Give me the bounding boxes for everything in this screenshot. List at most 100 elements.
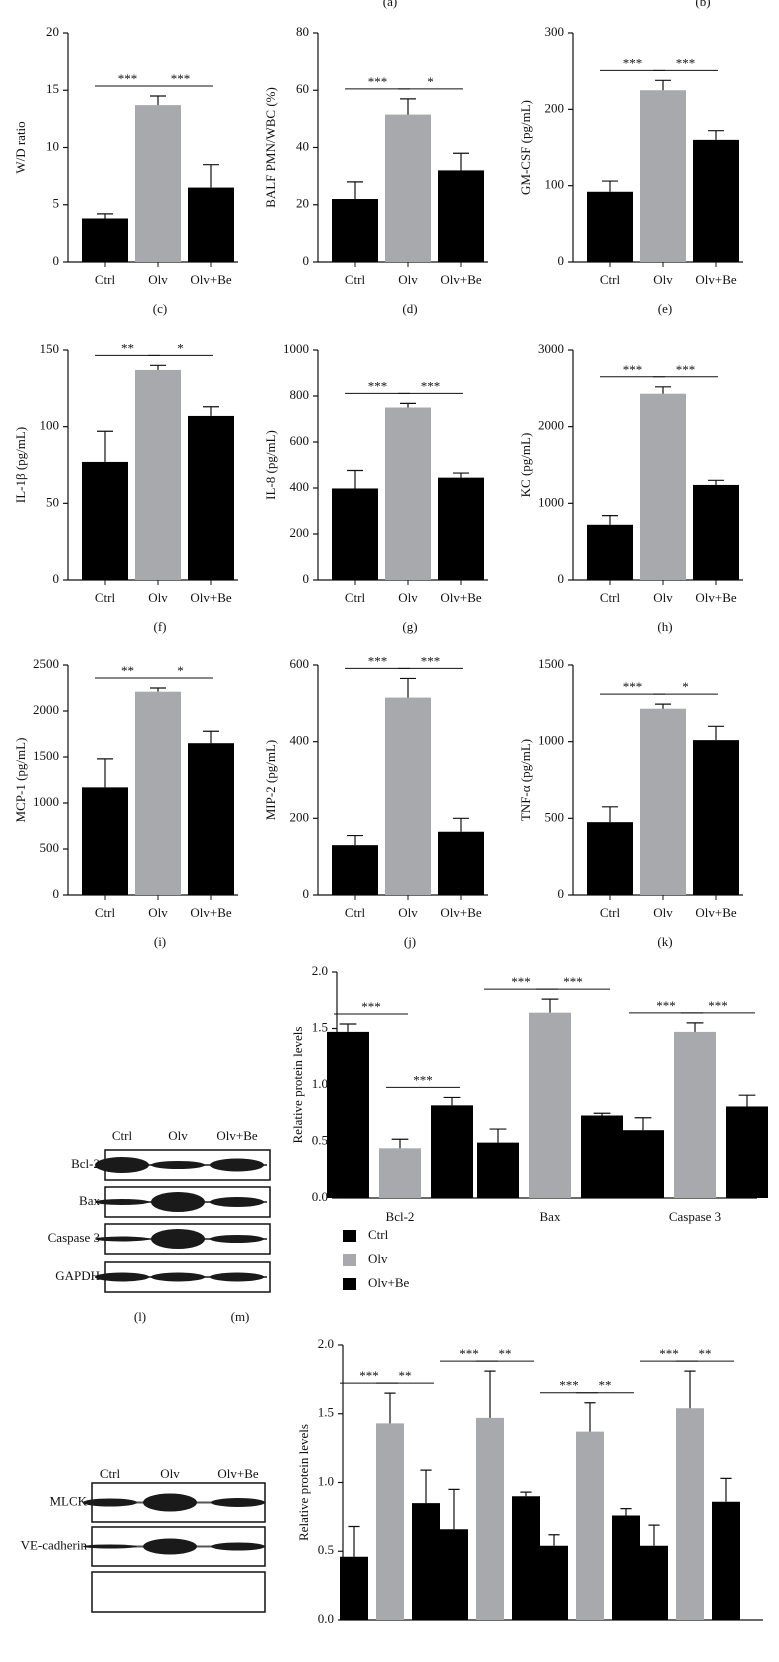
- bar: [693, 740, 739, 895]
- bar: [576, 1431, 604, 1620]
- blot-band: [151, 1229, 205, 1249]
- y-tick-label: 40: [296, 138, 309, 153]
- x-tick-label: Olv+Be: [190, 905, 232, 920]
- error-bar: [602, 806, 618, 823]
- error-bar: [602, 515, 618, 525]
- bar: [640, 90, 686, 262]
- bar: [622, 1130, 664, 1198]
- error-bar: [203, 164, 219, 188]
- x-tick-label: Bax: [540, 1209, 561, 1224]
- bar: [529, 1012, 571, 1198]
- panel-caption: (b): [695, 0, 710, 9]
- bar: [332, 488, 378, 580]
- significance-label: ***: [368, 653, 388, 668]
- y-tick-label: 2.0: [312, 963, 328, 978]
- error-bar: [708, 725, 724, 741]
- panel-caption: (h): [657, 619, 672, 634]
- significance-label: *: [177, 340, 184, 355]
- x-tick-label: Ctrl: [95, 272, 116, 287]
- panel-caption: (g): [402, 619, 417, 634]
- y-tick-label: 100: [545, 177, 565, 192]
- bar: [385, 114, 431, 262]
- bar: [376, 1423, 404, 1620]
- error-bar: [391, 1138, 409, 1149]
- bar: [438, 170, 484, 262]
- y-axis-title: MIP-2 (pg/mL): [263, 740, 278, 821]
- error-bar: [150, 364, 166, 370]
- y-tick-label: 0: [53, 571, 60, 586]
- error-bar: [684, 1370, 696, 1409]
- x-tick-label: Ctrl: [600, 590, 621, 605]
- significance-label: ***: [118, 71, 138, 86]
- error-bar: [648, 1524, 660, 1546]
- significance-label: ***: [421, 653, 441, 668]
- bar: [340, 1556, 368, 1620]
- x-tick-label: Olv+Be: [190, 272, 232, 287]
- significance-label: **: [399, 1368, 412, 1383]
- y-tick-label: 0.0: [318, 1611, 334, 1626]
- significance-label: ***: [623, 362, 643, 377]
- y-tick-label: 600: [290, 656, 310, 671]
- lane-label: Ctrl: [100, 1466, 121, 1481]
- x-tick-label: Olv+Be: [695, 272, 737, 287]
- error-bar: [548, 1534, 560, 1546]
- y-tick-label: 1000: [538, 733, 564, 748]
- y-tick-label: 3000: [538, 341, 564, 356]
- error-bar: [520, 1491, 532, 1497]
- y-axis-title: BALF PMN/WBC (%): [263, 87, 278, 208]
- x-tick-label: Olv: [653, 905, 673, 920]
- y-tick-label: 1000: [283, 341, 309, 356]
- error-bar: [584, 1402, 596, 1432]
- bar: [332, 845, 378, 895]
- y-tick-label: 100: [40, 418, 60, 433]
- significance-label: *: [177, 663, 184, 678]
- significance-label: ***: [559, 1378, 579, 1393]
- x-tick-label: Olv+Be: [440, 590, 482, 605]
- bar: [640, 1545, 668, 1620]
- legend-label: Ctrl: [368, 1227, 389, 1242]
- panel-caption: (k): [657, 934, 672, 949]
- error-bar: [203, 730, 219, 744]
- error-bar: [655, 386, 671, 394]
- x-tick-label: Olv+Be: [440, 905, 482, 920]
- x-tick-label: Ctrl: [95, 905, 116, 920]
- x-tick-label: Olv: [398, 905, 418, 920]
- bar: [540, 1545, 568, 1620]
- blot-band: [210, 1197, 264, 1207]
- bar: [712, 1501, 740, 1620]
- lane-label: Ctrl: [112, 1128, 133, 1143]
- y-tick-label: 200: [290, 809, 310, 824]
- y-tick-label: 0: [558, 571, 565, 586]
- bar: [379, 1148, 421, 1198]
- y-tick-label: 80: [296, 24, 309, 39]
- error-bar: [489, 1128, 507, 1143]
- blot-band: [95, 1157, 149, 1173]
- y-tick-label: 50: [46, 494, 59, 509]
- significance-label: ***: [171, 71, 191, 86]
- bar: [327, 1031, 369, 1198]
- error-bar: [97, 758, 113, 788]
- y-tick-label: 5: [53, 196, 60, 211]
- blot-band: [83, 1544, 137, 1549]
- x-tick-label: Ctrl: [345, 272, 366, 287]
- bar: [674, 1031, 716, 1198]
- bar: [438, 477, 484, 580]
- error-bar: [400, 402, 416, 408]
- legend-swatch: [343, 1254, 356, 1266]
- bar: [476, 1417, 504, 1620]
- x-tick-label: Olv+Be: [440, 272, 482, 287]
- x-tick-label: Ctrl: [600, 272, 621, 287]
- significance-label: ***: [676, 362, 696, 377]
- significance-label: ***: [359, 1368, 379, 1383]
- blot-band: [210, 1272, 264, 1282]
- significance-label: **: [599, 1378, 612, 1393]
- row-label: MLCK: [49, 1493, 87, 1508]
- y-tick-label: 200: [545, 100, 565, 115]
- y-axis-title: GM-CSF (pg/mL): [518, 100, 533, 195]
- error-bar: [484, 1370, 496, 1418]
- y-tick-label: 1000: [33, 794, 59, 809]
- y-tick-label: 0: [53, 886, 60, 901]
- y-tick-label: 0: [303, 571, 310, 586]
- error-bar: [453, 152, 469, 171]
- row-label: Bax: [79, 1193, 100, 1208]
